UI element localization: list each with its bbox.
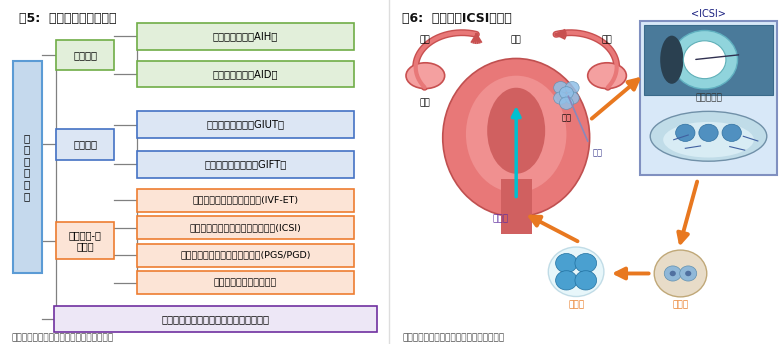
FancyBboxPatch shape: [137, 111, 354, 138]
Circle shape: [548, 247, 604, 297]
FancyBboxPatch shape: [501, 179, 532, 234]
Circle shape: [654, 250, 707, 297]
Circle shape: [565, 92, 580, 104]
FancyBboxPatch shape: [137, 61, 354, 87]
Text: 图6:  辅助生殖ICSI示意图: 图6: 辅助生殖ICSI示意图: [402, 12, 512, 25]
Circle shape: [575, 271, 597, 290]
Circle shape: [559, 97, 573, 109]
Ellipse shape: [663, 122, 754, 158]
FancyBboxPatch shape: [644, 24, 773, 95]
Text: 深低温保存和复苏技术，多胎妊娠减灭术: 深低温保存和复苏技术，多胎妊娠减灭术: [162, 314, 269, 324]
Text: 子宫: 子宫: [511, 35, 522, 44]
FancyBboxPatch shape: [137, 23, 354, 50]
Ellipse shape: [587, 63, 626, 89]
Text: 宫颈内配子移植（GIUT）: 宫颈内配子移植（GIUT）: [206, 119, 284, 130]
Circle shape: [665, 266, 681, 281]
Text: 分割卵: 分割卵: [568, 300, 584, 309]
Circle shape: [669, 271, 676, 276]
Text: 辅
助
生
殖
技
术: 辅 助 生 殖 技 术: [24, 133, 30, 201]
Circle shape: [722, 124, 741, 141]
Text: 未成熟卵母细胞体外培养: 未成熟卵母细胞体外培养: [214, 278, 277, 287]
FancyBboxPatch shape: [54, 307, 377, 332]
Ellipse shape: [466, 76, 566, 193]
FancyBboxPatch shape: [56, 40, 114, 70]
Text: <ICSI>: <ICSI>: [691, 9, 726, 19]
Text: 胚移植: 胚移植: [493, 214, 508, 223]
Text: 体外受精-胚
胎移植: 体外受精-胚 胎移植: [69, 230, 102, 251]
FancyBboxPatch shape: [640, 21, 777, 175]
Circle shape: [554, 82, 568, 94]
Circle shape: [575, 254, 597, 273]
FancyBboxPatch shape: [137, 271, 354, 294]
FancyBboxPatch shape: [137, 189, 354, 212]
Text: 受精卵: 受精卵: [672, 300, 689, 309]
Text: 卵管: 卵管: [420, 35, 430, 44]
Text: 探卵: 探卵: [592, 148, 602, 157]
FancyBboxPatch shape: [137, 244, 354, 267]
FancyBboxPatch shape: [56, 129, 114, 160]
Ellipse shape: [406, 63, 444, 89]
Ellipse shape: [651, 111, 767, 161]
Text: 供精人工授精（AID）: 供精人工授精（AID）: [212, 69, 278, 79]
Circle shape: [554, 92, 568, 104]
Ellipse shape: [443, 58, 590, 217]
Circle shape: [559, 87, 573, 99]
Circle shape: [676, 124, 695, 141]
Text: 卵管: 卵管: [601, 35, 612, 44]
Circle shape: [565, 82, 580, 94]
FancyBboxPatch shape: [56, 222, 114, 259]
Circle shape: [683, 41, 726, 79]
Text: 第三代：胚胎植入前遗传学检查(PGS/PGD): 第三代：胚胎植入前遗传学检查(PGS/PGD): [180, 251, 311, 260]
Circle shape: [555, 271, 577, 290]
FancyBboxPatch shape: [12, 61, 41, 272]
Circle shape: [679, 266, 697, 281]
Text: 卵胞: 卵胞: [562, 114, 572, 122]
Text: 资料来源：丁香园、广发证券发展研究中心: 资料来源：丁香园、广发证券发展研究中心: [12, 333, 114, 342]
Circle shape: [672, 31, 737, 89]
Text: 输卵管内配子移植（GIFT）: 输卵管内配子移植（GIFT）: [205, 159, 287, 170]
Text: 第一代：体外授精胚胎移植(IVF-ET): 第一代：体外授精胚胎移植(IVF-ET): [192, 196, 298, 205]
Ellipse shape: [487, 88, 545, 174]
Text: 卵巢: 卵巢: [420, 99, 430, 108]
Text: 数据来源：丁香园、广发证券发展研究中心: 数据来源：丁香园、广发证券发展研究中心: [402, 333, 505, 342]
FancyBboxPatch shape: [137, 216, 354, 239]
Text: 图5:  辅助生殖的技术分类: 图5: 辅助生殖的技术分类: [20, 12, 117, 25]
FancyBboxPatch shape: [137, 151, 354, 178]
Text: 媒精・培養: 媒精・培養: [695, 94, 722, 103]
Ellipse shape: [660, 36, 683, 84]
Text: 第二代：卵胞浆内单精子显微注射(ICSI): 第二代：卵胞浆内单精子显微注射(ICSI): [190, 223, 301, 232]
Circle shape: [699, 124, 719, 141]
Circle shape: [555, 254, 577, 273]
Text: 配子移植: 配子移植: [73, 139, 97, 150]
Text: 夫精人工授精（AIH）: 夫精人工授精（AIH）: [213, 31, 278, 41]
Text: 人工授精: 人工授精: [73, 50, 97, 60]
Circle shape: [685, 271, 691, 276]
